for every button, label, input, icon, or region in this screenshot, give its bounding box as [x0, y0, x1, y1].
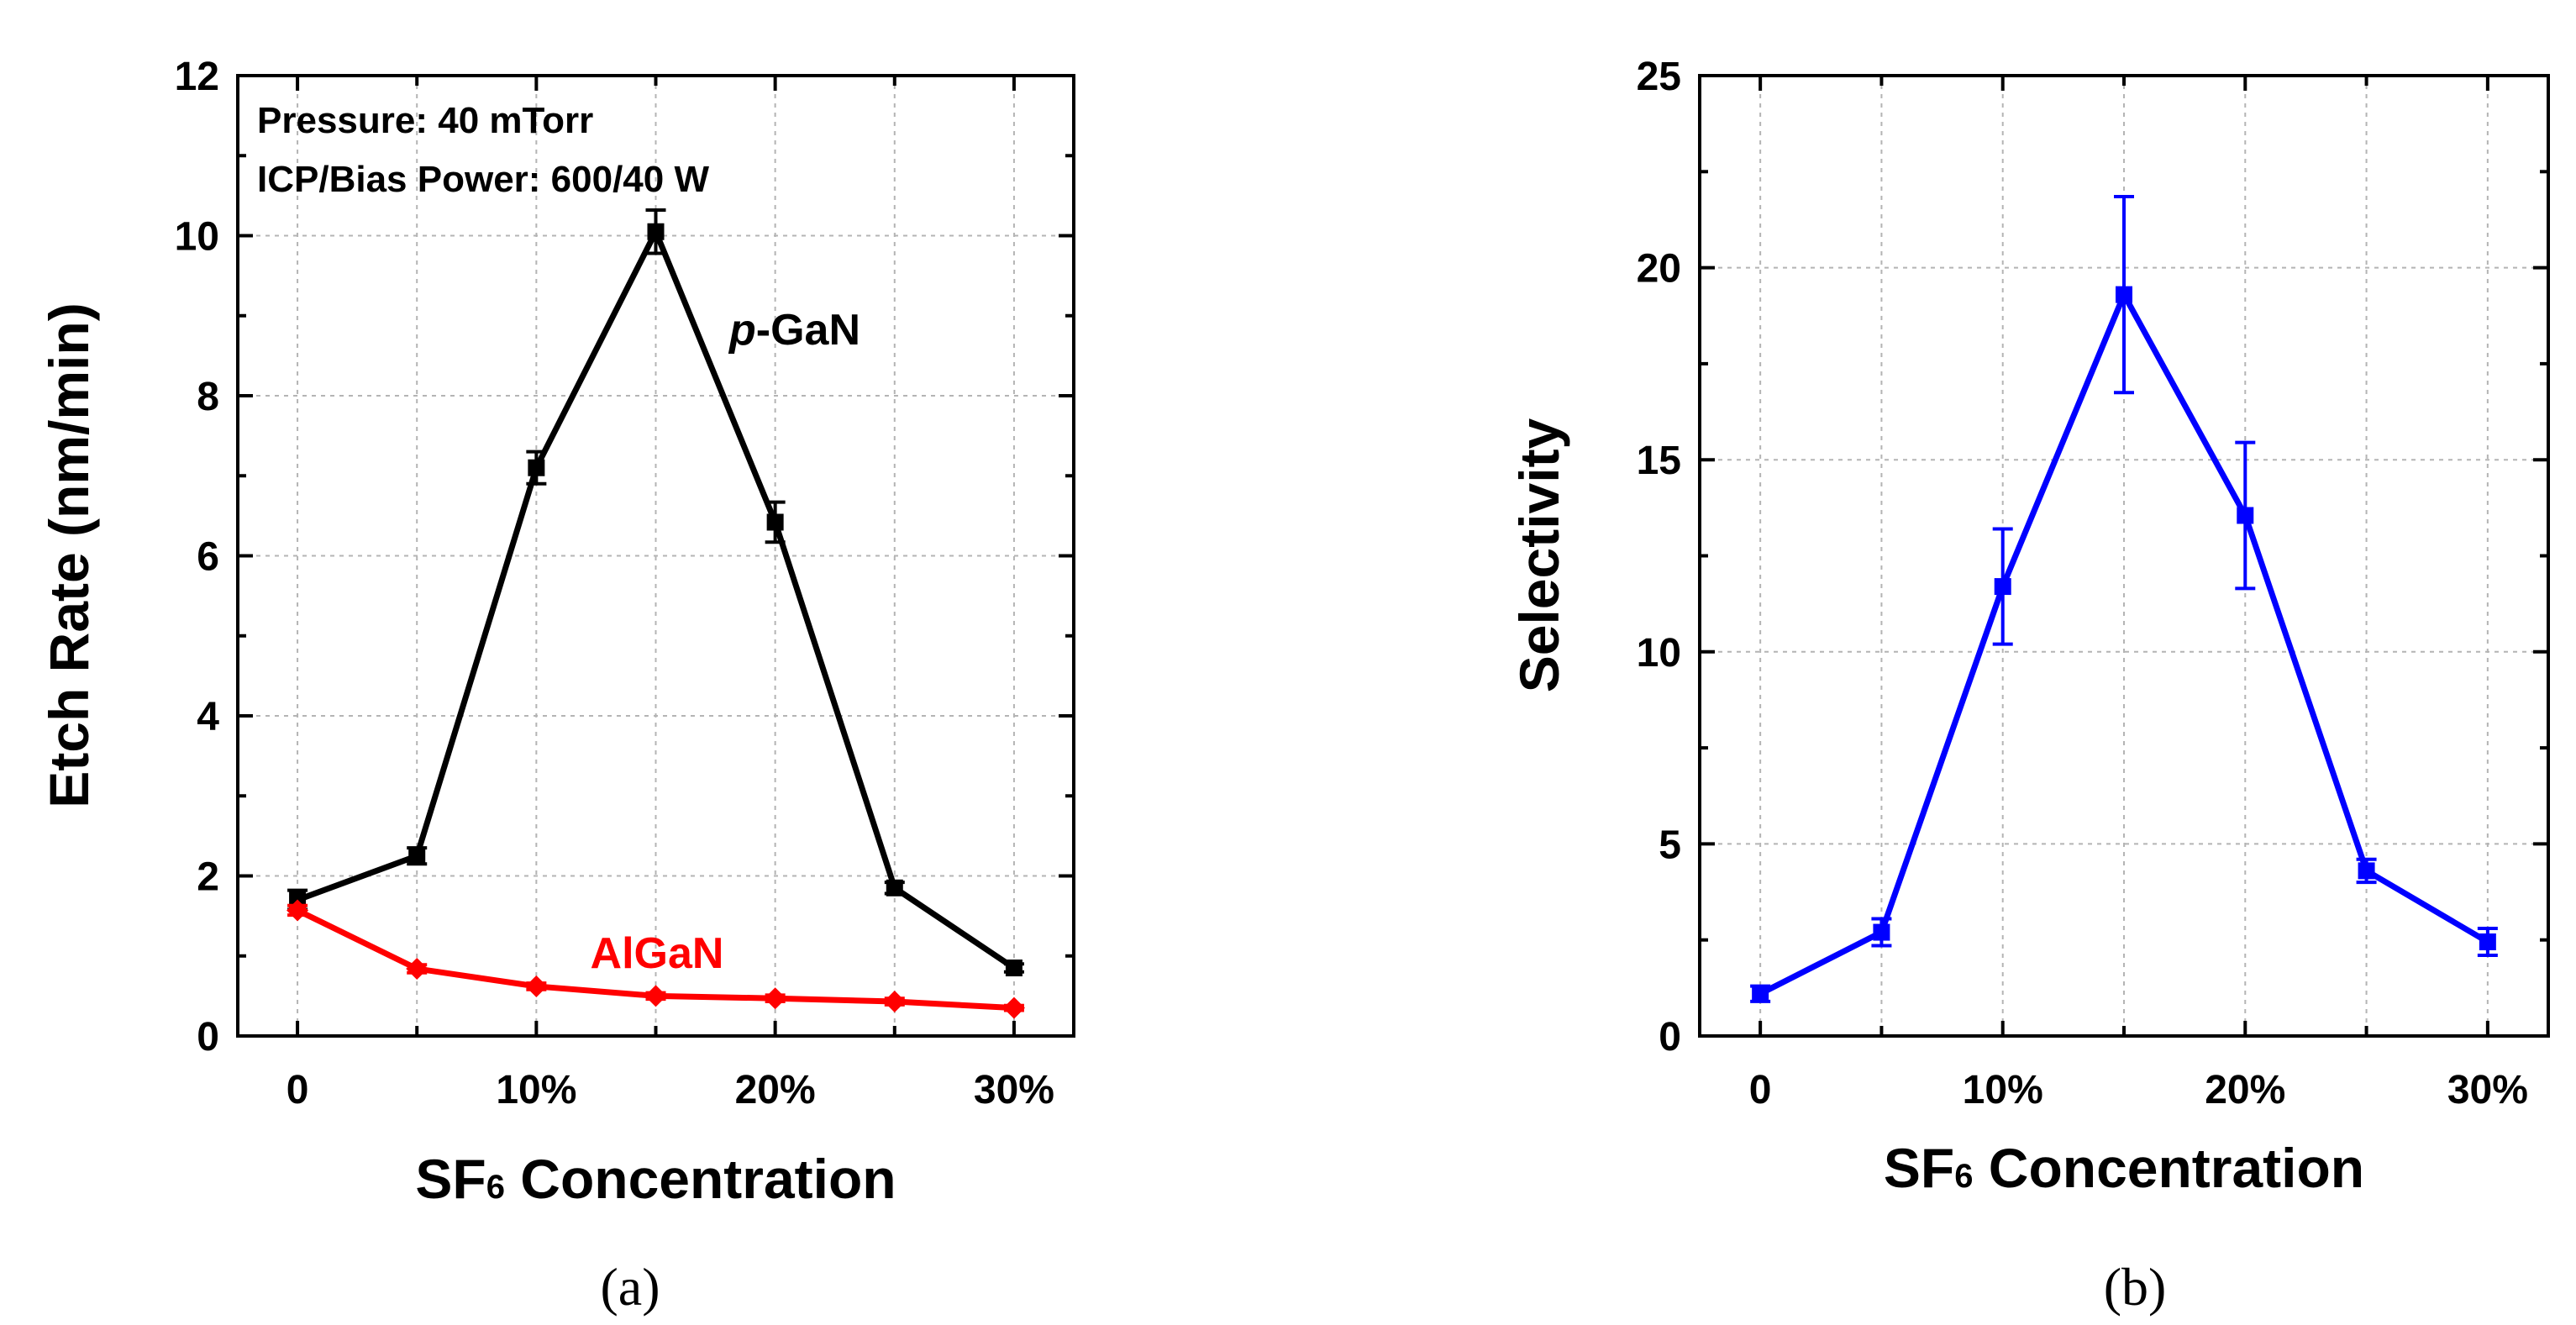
y-tick-label: 8 — [197, 375, 219, 419]
y-tick-label: 15 — [1637, 439, 1681, 483]
x-tick-label: 10% — [496, 1068, 576, 1112]
annotation-0: Pressure: 40 mTorr — [257, 100, 593, 141]
series-label-italic: p — [728, 306, 756, 355]
data-point — [287, 899, 309, 922]
y-tick-label: 20 — [1637, 247, 1681, 292]
y-tick-label: 12 — [175, 55, 219, 99]
x-tick-label: 10% — [1963, 1068, 2043, 1112]
annotation-1: ICP/Bias Power: 600/40 W — [257, 159, 709, 200]
data-point — [525, 975, 548, 997]
y-axis-title: Etch Rate (nm/min) — [38, 302, 100, 807]
x-axis-title: SF6 Concentration — [1884, 1137, 2364, 1199]
x-axis-title: SF6 Concentration — [415, 1148, 896, 1210]
x-tick-label: 0 — [287, 1068, 309, 1112]
data-point — [886, 879, 903, 896]
data-point — [2116, 286, 2132, 303]
series-0 — [1750, 195, 2498, 1003]
x-tick-label: 20% — [735, 1068, 816, 1112]
x-axis-title-rest: Concentration — [505, 1148, 896, 1210]
y-tick-label: 0 — [1659, 1015, 1681, 1059]
x-axis-title-main: SF — [415, 1148, 486, 1210]
data-point — [1752, 985, 1769, 1002]
data-point — [1002, 996, 1025, 1019]
data-point — [764, 987, 786, 1010]
y-axis-title: Selectivity — [1508, 418, 1570, 692]
x-axis-title-main: SF — [1884, 1137, 1954, 1199]
panel-caption: (b) — [2104, 1257, 2167, 1317]
data-point — [1994, 578, 2011, 596]
x-tick-label: 30% — [974, 1068, 1054, 1112]
data-point — [408, 847, 426, 865]
data-point — [1873, 923, 1890, 941]
y-tick-label: 0 — [197, 1015, 219, 1059]
data-point — [2479, 933, 2496, 950]
panel-caption: (a) — [600, 1257, 660, 1317]
data-point — [2358, 862, 2375, 880]
series-label-1: AlGaN — [591, 929, 724, 978]
data-point — [1005, 960, 1023, 977]
data-point — [647, 223, 665, 240]
y-tick-label: 10 — [175, 215, 219, 260]
data-point — [406, 957, 428, 980]
y-tick-label: 5 — [1659, 823, 1681, 867]
data-point — [883, 991, 906, 1013]
data-point — [2237, 507, 2254, 524]
series-line — [296, 229, 1016, 970]
y-tick-label: 6 — [197, 535, 219, 580]
y-tick-label: 10 — [1637, 631, 1681, 676]
series-label-text: AlGaN — [591, 929, 724, 978]
y-tick-label: 2 — [197, 855, 219, 900]
x-tick-label: 20% — [2205, 1068, 2285, 1112]
x-axis-title-subscript: 6 — [1954, 1158, 1973, 1195]
series-1 — [287, 899, 1025, 1019]
y-tick-label: 25 — [1637, 55, 1681, 99]
x-tick-label: 0 — [1749, 1068, 1772, 1112]
series-label-text: -GaN — [756, 306, 860, 355]
chart-panel-b: 0 5 10 15 20 25 0 10% 20% 30% Selectivity SF6 Conce… — [1508, 55, 2550, 1317]
x-axis-title-subscript: 6 — [486, 1169, 505, 1206]
data-point — [644, 985, 667, 1007]
series-label-0: p-GaN — [728, 306, 860, 355]
data-point — [528, 459, 545, 476]
data-point — [766, 513, 784, 531]
x-tick-label: 30% — [2447, 1068, 2528, 1112]
x-axis-title-rest: Concentration — [1973, 1137, 2364, 1199]
y-tick-label: 4 — [197, 695, 219, 739]
